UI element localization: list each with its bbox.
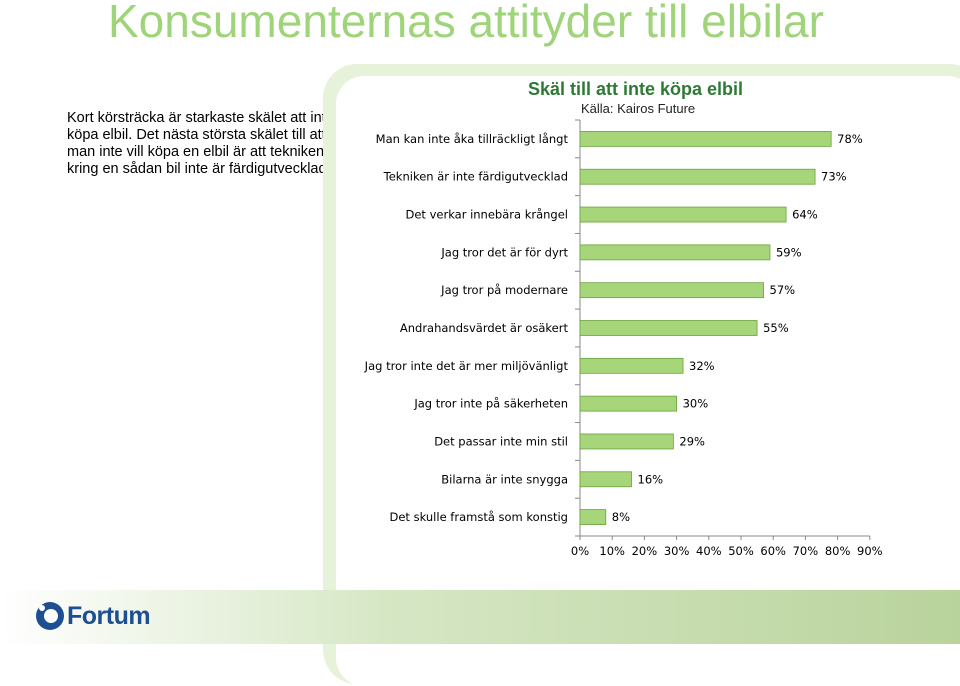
x-tick-label: 50% bbox=[728, 544, 754, 558]
x-tick-label: 20% bbox=[632, 544, 658, 558]
bar bbox=[579, 320, 758, 336]
x-tick-label: 90% bbox=[857, 544, 883, 558]
category-label: Jag tror på modernare bbox=[440, 283, 568, 297]
x-tick-label: 80% bbox=[825, 544, 851, 558]
data-label: 64% bbox=[792, 208, 818, 222]
x-tick-label: 10% bbox=[599, 544, 625, 558]
bar-chart: Man kan inte åka tillräckligt långt 78% Te… bbox=[364, 119, 883, 558]
bar bbox=[579, 357, 684, 374]
category-label: Det skulle framstå som konstig bbox=[390, 510, 569, 524]
data-label: 16% bbox=[638, 472, 664, 486]
fortum-logo-icon bbox=[36, 602, 64, 630]
intro-text: Kort körsträcka är starkaste skälet att … bbox=[67, 110, 334, 177]
category-label: Jag tror inte på säkerheten bbox=[413, 397, 568, 411]
category-label: Man kan inte åka tillräckligt långt bbox=[376, 132, 569, 146]
data-label: 57% bbox=[770, 283, 796, 297]
bar bbox=[579, 433, 674, 450]
chart-source: Källa: Kairos Future bbox=[581, 101, 696, 116]
category-label: Jag tror det är för dyrt bbox=[440, 245, 568, 259]
data-label: 59% bbox=[776, 245, 802, 259]
bar bbox=[579, 282, 764, 299]
bar bbox=[579, 131, 832, 147]
x-tick-label: 30% bbox=[664, 544, 690, 558]
category-label: Bilarna är inte snygga bbox=[441, 472, 568, 486]
data-label: 55% bbox=[763, 321, 789, 335]
category-label: Andrahandsvärdet är osäkert bbox=[400, 321, 569, 335]
data-label: 32% bbox=[689, 359, 715, 373]
bar bbox=[579, 244, 771, 261]
data-label: 8% bbox=[612, 510, 630, 524]
fortum-logo: Fortum bbox=[36, 600, 151, 632]
fortum-logo-text: Fortum bbox=[67, 601, 151, 630]
category-label: Det passar inte min stil bbox=[434, 434, 568, 448]
data-label: 73% bbox=[821, 170, 847, 184]
chart-title: Skäl till att inte köpa elbil bbox=[528, 79, 744, 99]
bar bbox=[579, 395, 677, 412]
slide-title: Konsumenternas attityder till elbilar bbox=[108, 0, 824, 47]
x-tick-label: 70% bbox=[793, 544, 819, 558]
x-tick-label: 60% bbox=[760, 544, 786, 558]
x-tick-label: 40% bbox=[696, 544, 722, 558]
category-label: Jag tror inte det är mer miljövänligt bbox=[364, 359, 569, 373]
data-label: 29% bbox=[679, 434, 705, 448]
x-tick-label: 0% bbox=[571, 544, 589, 558]
bar bbox=[579, 206, 787, 223]
data-label: 30% bbox=[683, 397, 709, 411]
bar bbox=[579, 471, 632, 488]
bar bbox=[579, 168, 816, 185]
footer-band bbox=[0, 590, 960, 644]
data-label: 78% bbox=[837, 132, 863, 146]
category-label: Det verkar innebära krångel bbox=[405, 208, 568, 222]
category-label: Tekniken är inte färdigutvecklad bbox=[383, 170, 568, 184]
bar bbox=[579, 509, 607, 525]
